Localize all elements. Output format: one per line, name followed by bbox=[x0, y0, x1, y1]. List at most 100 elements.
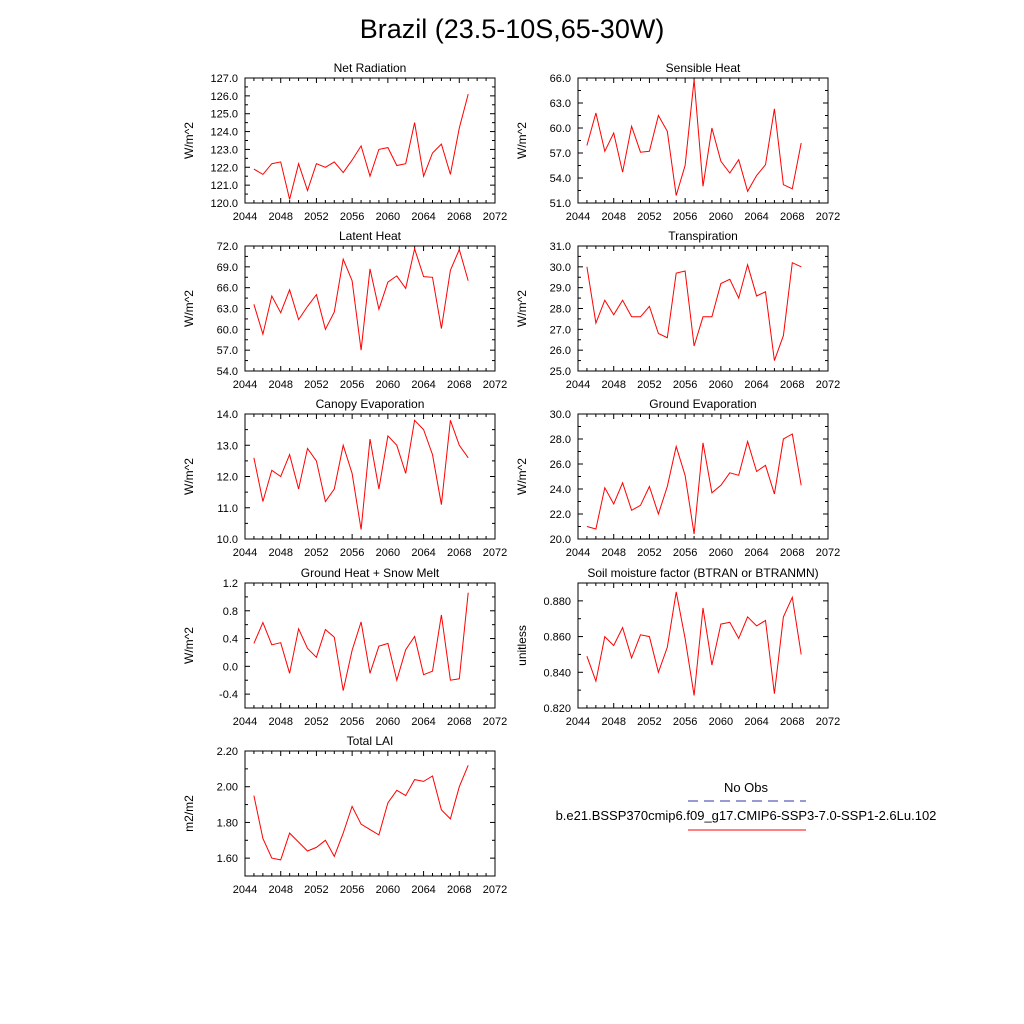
y-tick-label: 51.0 bbox=[550, 198, 571, 210]
y-axis-label: W/m^2 bbox=[515, 290, 529, 327]
y-tick-label: 54.0 bbox=[217, 366, 238, 378]
x-tick-label: 2044 bbox=[233, 211, 257, 223]
y-tick-label: 72.0 bbox=[217, 241, 238, 253]
x-tick-label: 2048 bbox=[601, 547, 625, 559]
y-tick-label: 0.860 bbox=[543, 632, 571, 644]
panel-title: Ground Heat + Snow Melt bbox=[301, 566, 440, 580]
x-tick-label: 2044 bbox=[233, 379, 257, 391]
x-tick-label: 2072 bbox=[483, 884, 507, 896]
y-tick-label: 63.0 bbox=[550, 98, 571, 110]
x-tick-label: 2044 bbox=[233, 884, 257, 896]
x-tick-label: 2052 bbox=[637, 547, 661, 559]
x-tick-label: 2044 bbox=[566, 211, 590, 223]
y-tick-label: 11.0 bbox=[217, 503, 238, 515]
x-tick-label: 2072 bbox=[483, 547, 507, 559]
series-line bbox=[586, 261, 802, 361]
y-tick-label: 10.0 bbox=[217, 534, 238, 546]
y-axis-label: W/m^2 bbox=[182, 122, 196, 159]
y-tick-label: 13.0 bbox=[217, 440, 238, 452]
y-tick-label: 126.0 bbox=[210, 91, 238, 103]
x-tick-label: 2060 bbox=[709, 547, 733, 559]
panel-title: Sensible Heat bbox=[666, 61, 741, 75]
chart-panel-6: Ground Evaporation W/m^2 2044 2048 2052 2056 2… bbox=[515, 397, 840, 559]
legend-obs-label: No Obs bbox=[724, 780, 769, 795]
y-tick-label: 27.0 bbox=[550, 324, 571, 336]
y-tick-label: 29.0 bbox=[550, 283, 571, 295]
chart-panel-3: Latent Heat W/m^2 2044 2048 2052 2056 2060 2064… bbox=[182, 229, 507, 391]
legend: No Obs b.e21.BSSP370cmip6.f09_g17.CMIP6-S… bbox=[556, 780, 936, 831]
series-line bbox=[586, 591, 802, 696]
x-tick-label: 2068 bbox=[447, 379, 471, 391]
y-tick-label: 26.0 bbox=[550, 345, 571, 357]
y-tick-label: 25.0 bbox=[550, 366, 571, 378]
x-tick-label: 2060 bbox=[709, 379, 733, 391]
x-tick-label: 2056 bbox=[340, 547, 364, 559]
y-tick-label: 22.0 bbox=[550, 509, 571, 521]
y-tick-label: 14.0 bbox=[217, 409, 238, 421]
x-tick-label: 2056 bbox=[673, 716, 697, 728]
y-tick-label: 60.0 bbox=[550, 123, 571, 135]
chart-panel-4: Transpiration W/m^2 2044 2048 2052 2056 2060 20… bbox=[515, 229, 840, 391]
x-tick-label: 2056 bbox=[340, 716, 364, 728]
x-tick-label: 2052 bbox=[304, 211, 328, 223]
plot-frame bbox=[577, 245, 829, 372]
y-tick-label: 12.0 bbox=[217, 472, 238, 484]
x-tick-label: 2060 bbox=[376, 547, 400, 559]
y-tick-label: 0.8 bbox=[223, 606, 238, 618]
y-tick-label: 30.0 bbox=[550, 409, 571, 421]
panel-title: Soil moisture factor (BTRAN or BTRANMN) bbox=[587, 566, 818, 580]
y-tick-label: 0.840 bbox=[543, 667, 571, 679]
plot-frame bbox=[244, 77, 496, 204]
x-tick-label: 2044 bbox=[233, 716, 257, 728]
x-tick-label: 2068 bbox=[780, 716, 804, 728]
x-tick-label: 2060 bbox=[709, 716, 733, 728]
x-tick-label: 2068 bbox=[447, 884, 471, 896]
y-tick-label: 63.0 bbox=[217, 304, 238, 316]
y-tick-label: 123.0 bbox=[210, 144, 238, 156]
y-tick-label: 69.0 bbox=[217, 262, 238, 274]
x-tick-label: 2048 bbox=[268, 716, 292, 728]
y-tick-label: 127.0 bbox=[210, 73, 238, 85]
y-tick-label: 30.0 bbox=[550, 262, 571, 274]
series-line bbox=[253, 246, 469, 351]
y-axis-label: W/m^2 bbox=[182, 458, 196, 495]
series-line bbox=[253, 592, 469, 691]
x-tick-label: 2048 bbox=[601, 211, 625, 223]
y-tick-label: 57.0 bbox=[550, 148, 571, 160]
series-line bbox=[253, 765, 469, 861]
y-tick-label: 0.820 bbox=[543, 703, 571, 715]
x-tick-label: 2064 bbox=[411, 379, 435, 391]
y-axis-label: W/m^2 bbox=[515, 122, 529, 159]
y-tick-label: 0.0 bbox=[223, 661, 238, 673]
plot-frame bbox=[244, 750, 496, 877]
x-tick-label: 2064 bbox=[411, 884, 435, 896]
panel-title: Latent Heat bbox=[339, 229, 402, 243]
x-tick-label: 2048 bbox=[601, 379, 625, 391]
y-tick-label: 1.60 bbox=[217, 853, 238, 865]
panel-title: Total LAI bbox=[347, 734, 394, 748]
y-tick-label: 66.0 bbox=[550, 73, 571, 85]
x-tick-label: 2068 bbox=[780, 379, 804, 391]
x-tick-label: 2056 bbox=[340, 379, 364, 391]
plot-frame bbox=[577, 413, 829, 540]
x-tick-label: 2052 bbox=[637, 211, 661, 223]
y-axis-label: m2/m2 bbox=[182, 795, 196, 832]
x-tick-label: 2064 bbox=[411, 716, 435, 728]
x-tick-label: 2068 bbox=[780, 547, 804, 559]
y-tick-label: 121.0 bbox=[210, 180, 238, 192]
panel-title: Canopy Evaporation bbox=[316, 397, 425, 411]
x-tick-label: 2072 bbox=[816, 211, 840, 223]
x-tick-label: 2064 bbox=[744, 211, 768, 223]
series-line bbox=[586, 79, 802, 196]
y-tick-label: 122.0 bbox=[210, 162, 238, 174]
y-tick-label: 24.0 bbox=[550, 484, 571, 496]
y-tick-label: 1.80 bbox=[217, 817, 238, 829]
y-tick-label: 124.0 bbox=[210, 127, 238, 139]
x-tick-label: 2072 bbox=[483, 716, 507, 728]
x-tick-label: 2060 bbox=[376, 211, 400, 223]
x-tick-label: 2072 bbox=[483, 211, 507, 223]
y-axis-label: W/m^2 bbox=[182, 290, 196, 327]
x-tick-label: 2072 bbox=[816, 716, 840, 728]
y-tick-label: 54.0 bbox=[550, 173, 571, 185]
x-tick-label: 2064 bbox=[744, 716, 768, 728]
